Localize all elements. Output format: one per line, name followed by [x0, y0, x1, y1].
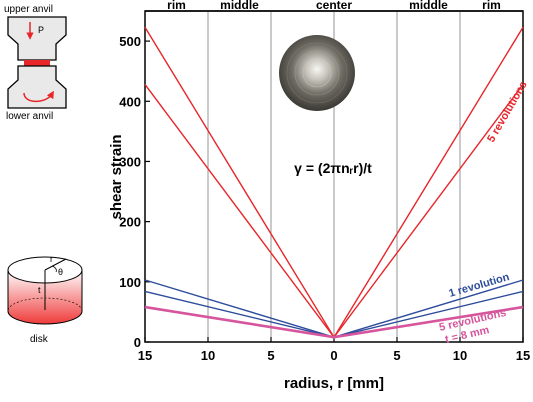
y-tick-label: 0: [134, 335, 141, 350]
x-tick-label: 5: [393, 348, 400, 363]
series-lines: [144, 26, 524, 339]
radius-line: [44, 258, 67, 271]
x-axis-title: radius, r [mm]: [284, 375, 384, 392]
region-label: middle: [409, 0, 448, 12]
rotation-arrow: [23, 90, 54, 103]
x-tick-label: 0: [330, 348, 337, 363]
theta-label: θ: [58, 267, 63, 277]
region-labels: rim middle center middle rim: [145, 0, 523, 12]
thickness-label: t: [38, 285, 41, 295]
x-tick-label: 15: [138, 348, 152, 363]
x-axis: 15 10 5 0 5 10 15: [138, 337, 530, 363]
y-tick-label: 200: [119, 215, 141, 230]
upper-anvil-label: upper anvil: [4, 4, 53, 15]
y-tick-label: 400: [119, 94, 141, 109]
region-label: rim: [482, 0, 501, 12]
plot-area: rim middle center middle rim 010020030040050…: [119, 0, 530, 363]
anvil-schematic: upper anvil P lower anvil: [4, 4, 67, 122]
series-line: [144, 305, 524, 339]
upper-anvil: [7, 16, 67, 61]
blue-series-label: 1 revolution: [448, 271, 512, 300]
theta-arc: [51, 265, 57, 273]
y-tick-label: 300: [119, 154, 141, 169]
disk-schematic: r θ t disk: [7, 254, 83, 345]
lower-anvil-label: lower anvil: [6, 111, 53, 122]
sample-disk: [24, 60, 50, 66]
y-tick-label: 500: [119, 34, 141, 49]
x-tick-label: 10: [453, 348, 467, 363]
x-tick-label: 15: [516, 348, 530, 363]
x-tick-label: 10: [201, 348, 215, 363]
pressure-label: P: [38, 25, 44, 35]
region-label: middle: [220, 0, 259, 12]
shear-strain-formula: γ = (2πnᵣr)/t: [294, 160, 372, 176]
y-axis-title: shear strain: [108, 134, 125, 219]
y-tick-label: 100: [119, 275, 141, 290]
disk-micrograph: [279, 35, 355, 111]
region-label: center: [316, 0, 352, 12]
region-label: rim: [167, 0, 186, 12]
y-axis: 0 100 200 300 400 500: [119, 34, 150, 350]
x-tick-label: 5: [267, 348, 274, 363]
radius-label: r: [50, 254, 53, 264]
disk-label: disk: [30, 334, 49, 345]
